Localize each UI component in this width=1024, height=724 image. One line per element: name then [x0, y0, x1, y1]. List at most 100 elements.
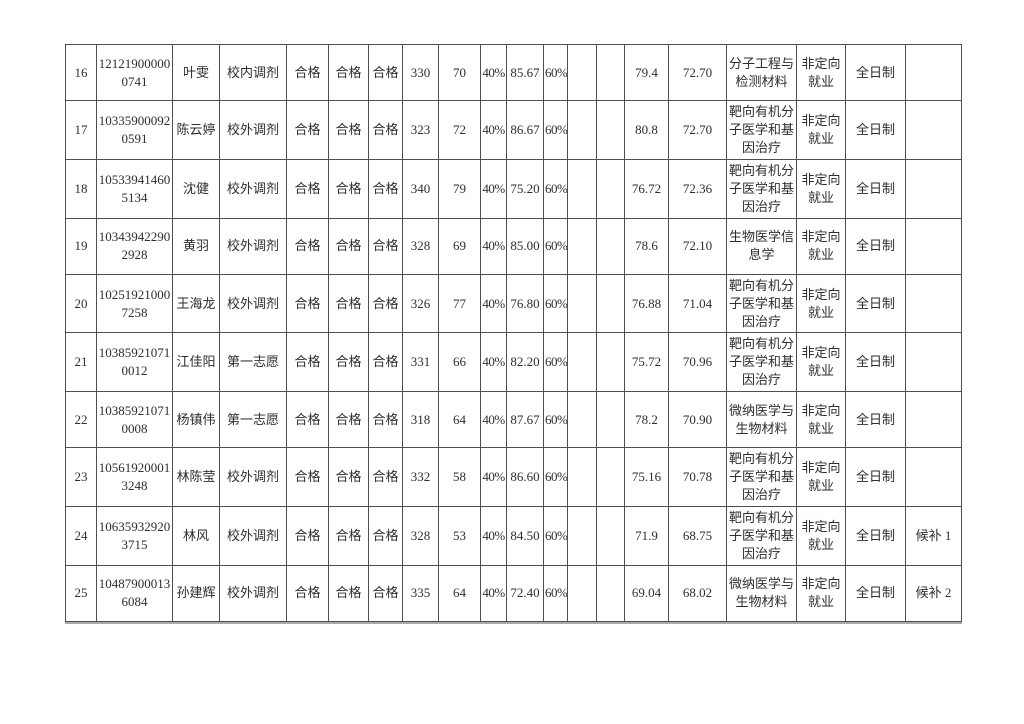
cell-blank-2 [596, 273, 625, 334]
cell-weighted-score: 75.72 [624, 332, 669, 393]
cell-qualified-2: 合格 [328, 100, 369, 160]
cell-remark [905, 217, 962, 275]
cell-employment-type: 非定向就业 [796, 273, 846, 334]
cell-candidate-id: 106359329203715 [96, 506, 173, 566]
cell-blank-1 [567, 100, 597, 160]
cell-major: 分子工程与检测材料 [726, 44, 797, 101]
cell-volunteer-type: 校外调剂 [219, 100, 287, 160]
cell-employment-type: 非定向就业 [796, 391, 846, 449]
cell-initial-weight: 40% [480, 447, 507, 508]
cell-name: 沈健 [172, 158, 220, 219]
cell-interview-score: 76.80 [506, 273, 544, 334]
cell-candidate-id: 103859210710012 [96, 332, 173, 393]
cell-initial-weight: 40% [480, 332, 507, 393]
cell-initial-weight: 40% [480, 100, 507, 160]
cell-study-mode: 全日制 [845, 100, 906, 160]
cell-major: 靶向有机分子医学和基因治疗 [726, 447, 797, 508]
cell-blank-2 [596, 447, 625, 508]
cell-seq: 23 [65, 447, 97, 508]
cell-name: 陈云婷 [172, 100, 220, 160]
cell-interview-weight: 60% [543, 100, 568, 160]
cell-blank-1 [567, 564, 597, 622]
cell-employment-type: 非定向就业 [796, 44, 846, 101]
cell-retest-score: 66 [438, 332, 481, 393]
cell-volunteer-type: 校外调剂 [219, 564, 287, 622]
cell-name: 林陈莹 [172, 447, 220, 508]
cell-final-score: 70.78 [668, 447, 727, 508]
cell-weighted-score: 79.4 [624, 44, 669, 101]
cell-major: 靶向有机分子医学和基因治疗 [726, 273, 797, 334]
cell-major: 微纳医学与生物材料 [726, 391, 797, 449]
cell-retest-score: 53 [438, 506, 481, 566]
cell-remark [905, 44, 962, 101]
cell-candidate-id: 103859210710008 [96, 391, 173, 449]
cell-initial-weight: 40% [480, 158, 507, 219]
cell-seq: 22 [65, 391, 97, 449]
cell-retest-score: 69 [438, 217, 481, 275]
cell-seq: 18 [65, 158, 97, 219]
table-row: 25 104879000136084 孙建辉 校外调剂 合格 合格 合格 335 64 40% 72… [65, 564, 962, 622]
cell-interview-weight: 60% [543, 217, 568, 275]
cell-final-score: 72.70 [668, 100, 727, 160]
cell-major: 靶向有机分子医学和基因治疗 [726, 158, 797, 219]
cell-qualified-3: 合格 [368, 506, 403, 566]
cell-qualified-2: 合格 [328, 44, 369, 101]
cell-interview-score: 84.50 [506, 506, 544, 566]
cell-retest-score: 58 [438, 447, 481, 508]
cell-qualified-2: 合格 [328, 332, 369, 393]
cell-qualified-2: 合格 [328, 391, 369, 449]
cell-qualified-2: 合格 [328, 564, 369, 622]
cell-initial-weight: 40% [480, 217, 507, 275]
cell-study-mode: 全日制 [845, 447, 906, 508]
table-row: 24 106359329203715 林风 校外调剂 合格 合格 合格 328 53 40% 84.… [65, 506, 962, 566]
table-row: 21 103859210710012 江佳阳 第一志愿 合格 合格 合格 331 66 40% 82… [65, 332, 962, 393]
cell-major: 靶向有机分子医学和基因治疗 [726, 332, 797, 393]
cell-interview-weight: 60% [543, 158, 568, 219]
cell-blank-2 [596, 506, 625, 566]
cell-initial-score: 340 [402, 158, 439, 219]
cell-initial-score: 326 [402, 273, 439, 334]
cell-blank-1 [567, 217, 597, 275]
cell-remark [905, 447, 962, 508]
cell-initial-score: 331 [402, 332, 439, 393]
cell-candidate-id: 103359000920591 [96, 100, 173, 160]
table-row: 23 105619200013248 林陈莹 校外调剂 合格 合格 合格 332 58 40% 86… [65, 447, 962, 508]
cell-study-mode: 全日制 [845, 506, 906, 566]
cell-weighted-score: 71.9 [624, 506, 669, 566]
cell-blank-1 [567, 332, 597, 393]
cell-study-mode: 全日制 [845, 217, 906, 275]
cell-remark [905, 332, 962, 393]
cell-volunteer-type: 第一志愿 [219, 391, 287, 449]
cell-initial-weight: 40% [480, 44, 507, 101]
cell-qualified-1: 合格 [286, 158, 329, 219]
cell-seq: 16 [65, 44, 97, 101]
cell-qualified-2: 合格 [328, 158, 369, 219]
cell-weighted-score: 75.16 [624, 447, 669, 508]
cell-interview-score: 72.40 [506, 564, 544, 622]
cell-blank-1 [567, 44, 597, 101]
cell-final-score: 72.10 [668, 217, 727, 275]
table-row: 19 103439422902928 黄羽 校外调剂 合格 合格 合格 328 69 40% 85.… [65, 217, 962, 275]
cell-initial-score: 330 [402, 44, 439, 101]
cell-volunteer-type: 校外调剂 [219, 273, 287, 334]
cell-major: 微纳医学与生物材料 [726, 564, 797, 622]
cell-seq: 25 [65, 564, 97, 622]
cell-blank-2 [596, 332, 625, 393]
cell-interview-score: 86.60 [506, 447, 544, 508]
cell-seq: 24 [65, 506, 97, 566]
cell-qualified-1: 合格 [286, 332, 329, 393]
cell-weighted-score: 78.2 [624, 391, 669, 449]
cell-employment-type: 非定向就业 [796, 332, 846, 393]
cell-interview-score: 85.00 [506, 217, 544, 275]
cell-remark [905, 273, 962, 334]
cell-name: 叶雯 [172, 44, 220, 101]
cell-blank-2 [596, 217, 625, 275]
cell-final-score: 70.90 [668, 391, 727, 449]
cell-qualified-3: 合格 [368, 564, 403, 622]
cell-blank-2 [596, 158, 625, 219]
cell-blank-1 [567, 391, 597, 449]
cell-interview-score: 87.67 [506, 391, 544, 449]
cell-qualified-3: 合格 [368, 332, 403, 393]
cell-name: 林风 [172, 506, 220, 566]
